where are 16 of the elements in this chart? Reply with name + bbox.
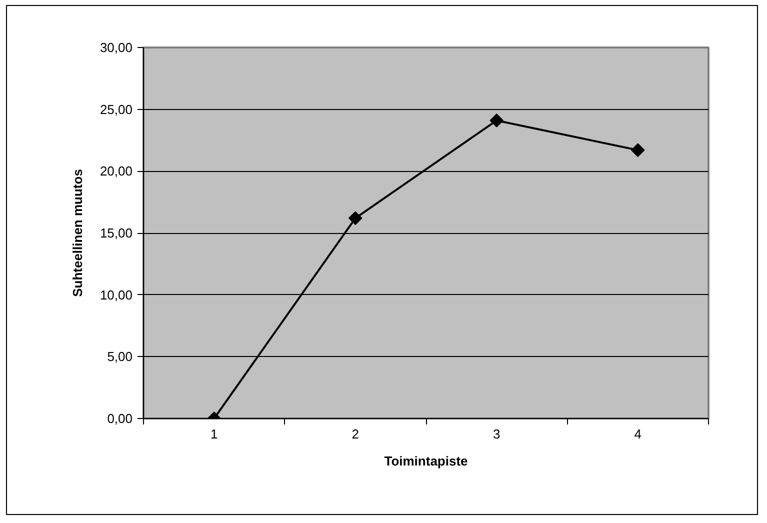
- point: [631, 143, 645, 158]
- y-tick-label: 0,00: [107, 411, 133, 426]
- y-tick-label: 20,00: [100, 164, 133, 179]
- y-axis-title: Suhteellinen muutos: [70, 169, 85, 297]
- y-tick-label: 25,00: [100, 102, 133, 117]
- x-axis-title: Toimintapiste: [384, 454, 468, 468]
- y-tick-label: 10,00: [100, 287, 133, 302]
- y-tick-label: 5,00: [107, 349, 133, 364]
- x-tick-label: 3: [493, 426, 500, 442]
- y-tick-label: 30,00: [100, 40, 133, 55]
- x-tick-label: 1: [210, 426, 218, 442]
- y-tick-label: 15,00: [100, 226, 133, 240]
- x-tick-label: 4: [634, 426, 642, 442]
- x-tick-label: 2: [352, 426, 359, 442]
- point: [348, 211, 362, 226]
- point: [490, 114, 504, 128]
